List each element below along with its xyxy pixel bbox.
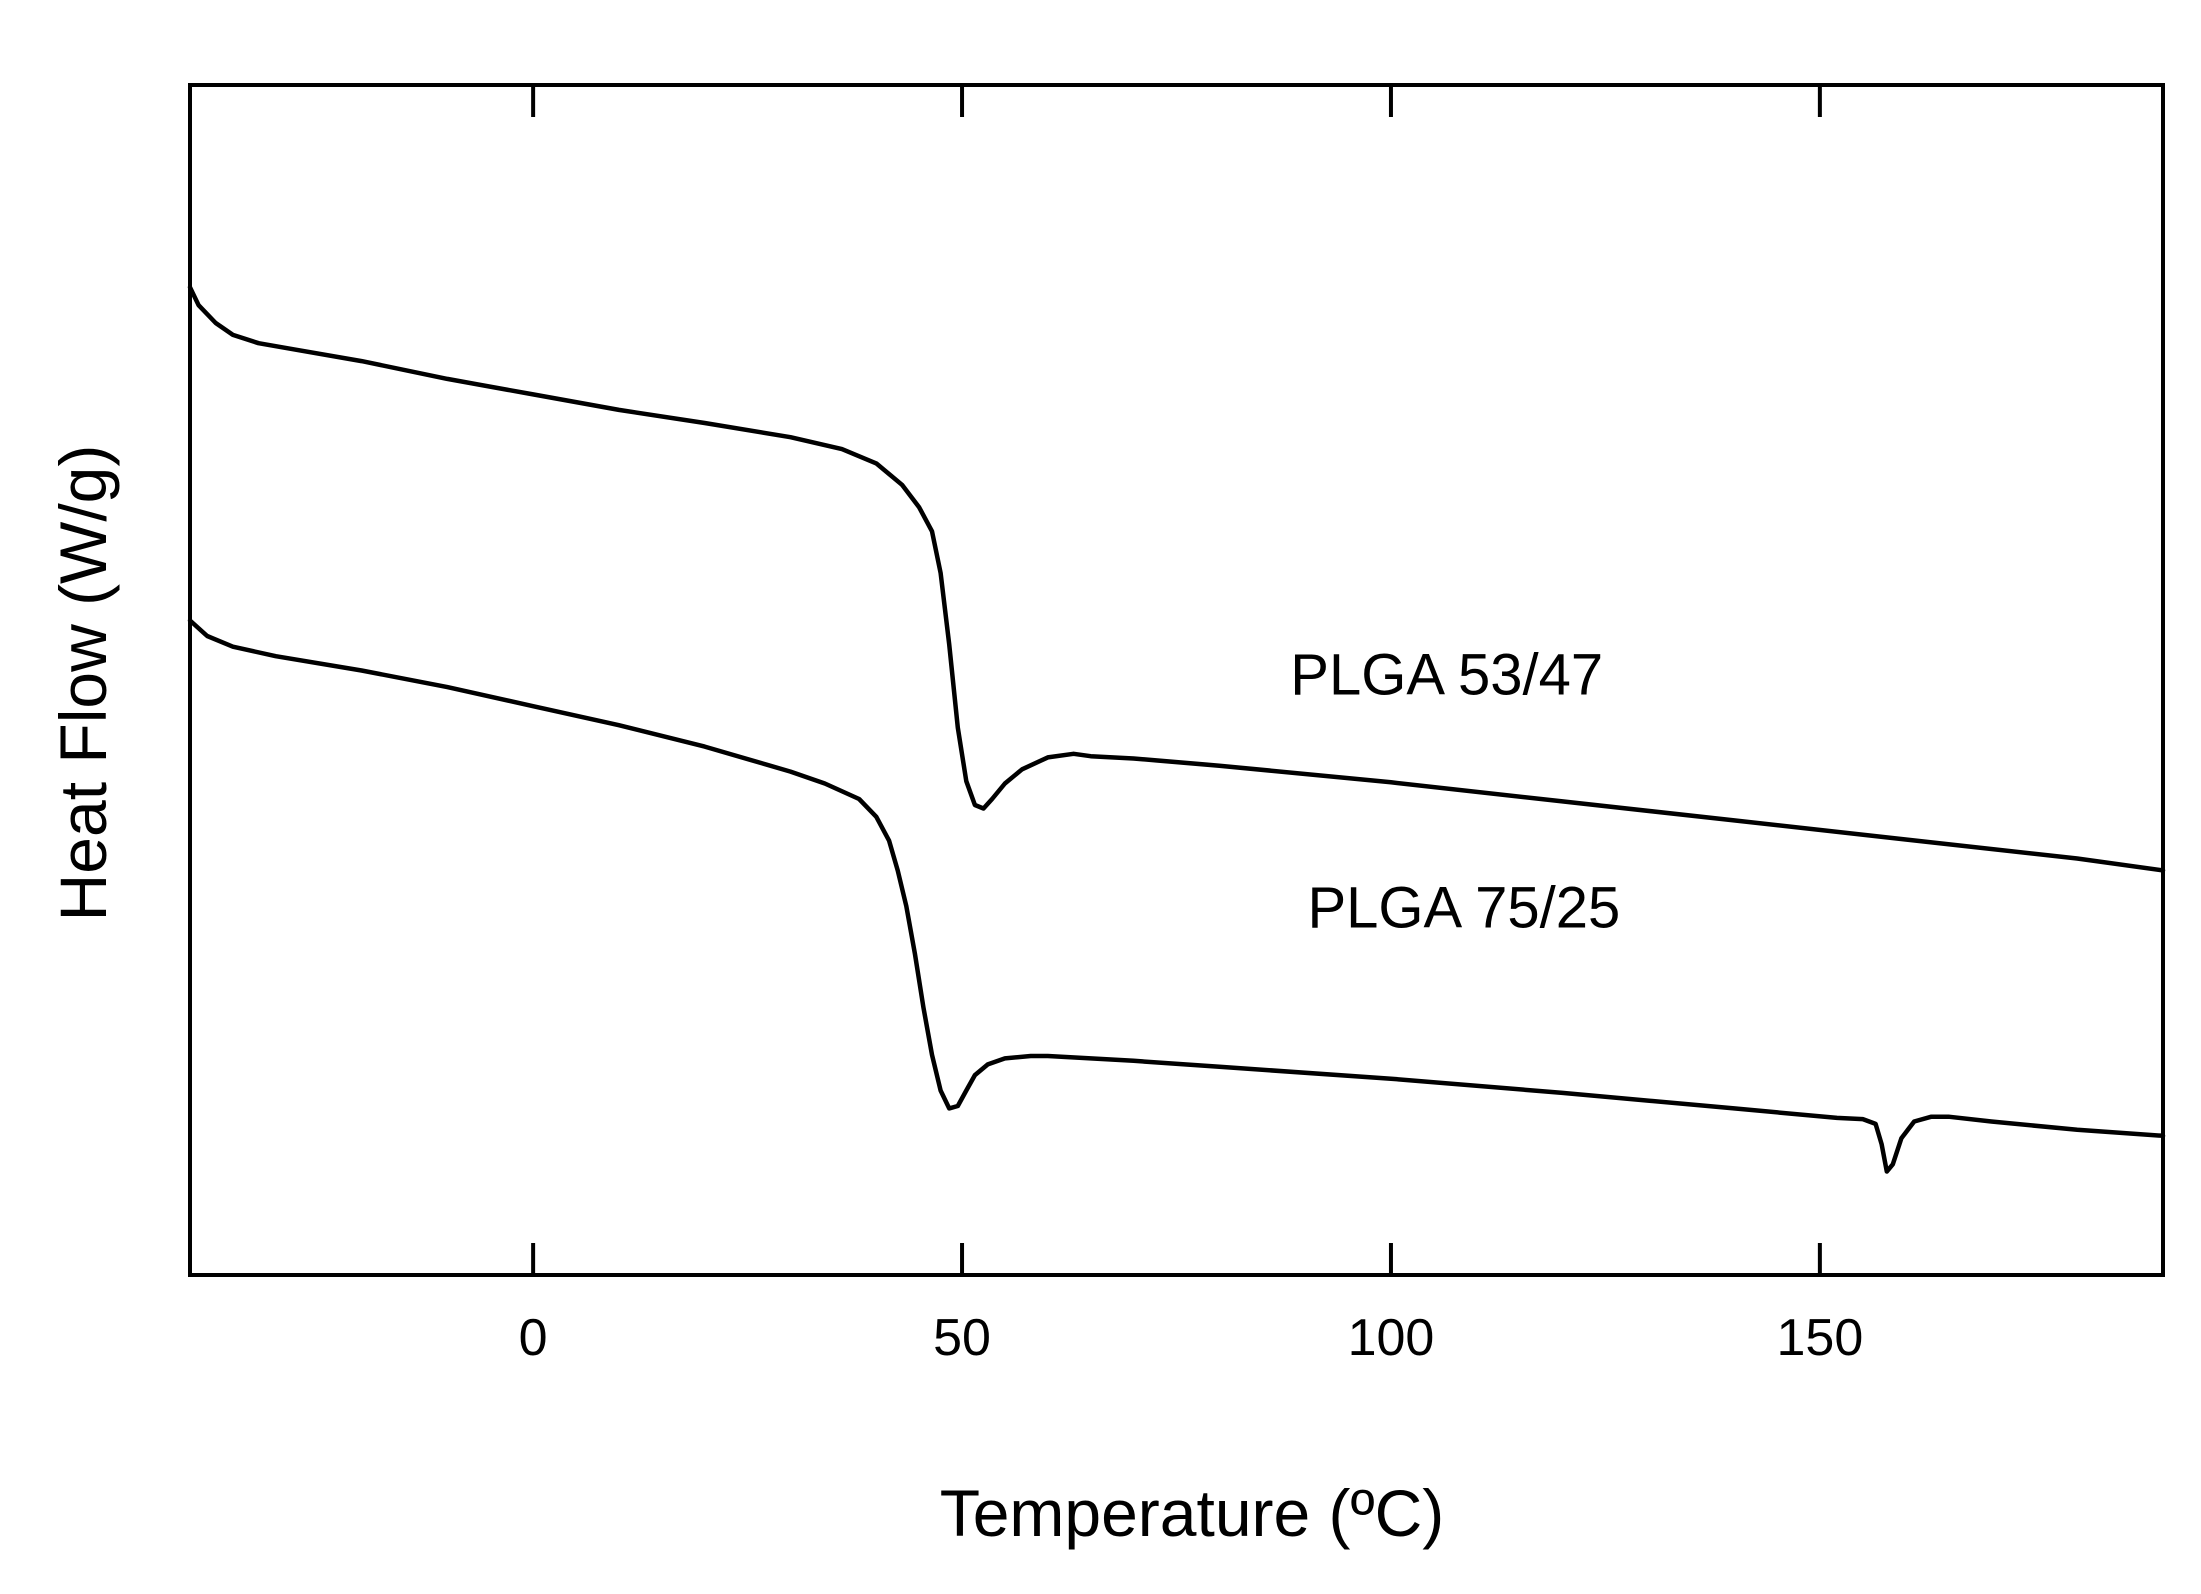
series-label: PLGA 75/25	[1307, 876, 1620, 941]
x-tick-label: 50	[933, 1309, 991, 1367]
plot-frame	[188, 83, 2165, 1277]
plot-area	[188, 83, 2165, 1277]
x-axis-ticks: 0 50 100 150	[519, 85, 1863, 1367]
x-tick-label: 100	[1348, 1309, 1435, 1367]
series-label: PLGA 53/47	[1290, 642, 1603, 707]
x-axis-title: Temperature (ºC)	[940, 1476, 1445, 1550]
series-line-1	[187, 285, 2166, 873]
x-tick-label: 0	[519, 1309, 548, 1367]
series-annotations: PLGA 53/47 PLGA 75/25	[1290, 642, 1620, 940]
x-tick-label: 150	[1776, 1309, 1863, 1367]
series-line-2	[187, 618, 2166, 1174]
series-layer	[187, 285, 2166, 1174]
y-axis-title: Heat Flow (W/g)	[46, 445, 120, 922]
